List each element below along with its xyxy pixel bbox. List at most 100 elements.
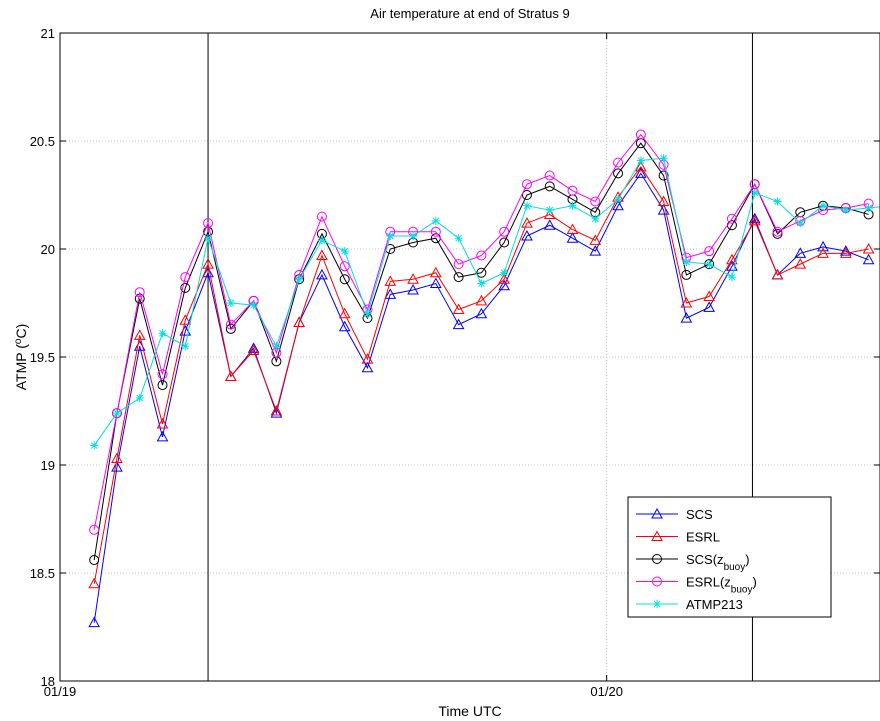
series-4-point-32: [819, 201, 828, 210]
series-1-point-16: [452, 303, 465, 314]
series-0-point-32: [817, 240, 829, 252]
series-1-point-29: [748, 214, 761, 226]
series-0-point-5: [202, 266, 214, 278]
series-0-point-27: [703, 301, 716, 312]
series-3-point-3: [157, 369, 168, 380]
legend-marker-4: [653, 600, 661, 608]
series-0-point-22: [589, 245, 602, 256]
series-4-point-34: [864, 203, 873, 212]
y-tick-label-4: 20: [41, 242, 55, 257]
series-1-point-15: [429, 266, 442, 278]
series-0-point-14: [407, 284, 419, 295]
series-3-point-23: [613, 157, 624, 168]
series-0-point-10: [316, 268, 328, 280]
legend-label-0: SCS: [686, 507, 713, 522]
series-3-point-2: [134, 287, 145, 298]
series-0-point-12: [361, 361, 374, 373]
series-1-point-27: [703, 290, 716, 302]
series-1: [88, 160, 875, 589]
series-0-point-19: [521, 230, 533, 241]
legend-marker-0: [651, 507, 663, 519]
series-3-point-28: [726, 213, 737, 224]
series-1-point-32: [817, 247, 829, 258]
series-3-point-1: [111, 408, 122, 419]
series-4-point-12: [363, 309, 372, 318]
series-1-point-20: [543, 208, 556, 219]
axes-frame: [59, 32, 880, 682]
series-3-point-19: [521, 179, 532, 190]
series-0-point-25: [657, 204, 670, 215]
y-tick-label-3: 19.5: [30, 350, 55, 365]
series-4-point-18: [500, 268, 509, 277]
series-2-point-26: [681, 269, 692, 280]
series-3-point-30: [772, 226, 783, 237]
series-1-point-1: [111, 452, 123, 464]
series-0-point-3: [156, 430, 169, 442]
y-tick-label-1: 18.5: [30, 566, 55, 581]
legend-label-1: ESRL: [686, 530, 720, 545]
legend-label-sub-2: buoy: [724, 562, 746, 573]
series-4-point-11: [340, 247, 349, 256]
series-2-point-11: [339, 274, 350, 285]
legend-label-main-4: ATMP213: [686, 597, 743, 612]
series-4-point-25: [659, 154, 668, 163]
x-tick-label-0: 01/19: [44, 684, 77, 699]
legend-marker-2: [652, 554, 662, 564]
series-3-point-17: [476, 250, 487, 261]
series-0-point-0: [88, 616, 101, 628]
y-tick-label-6: 21: [41, 26, 55, 41]
series-1-point-4: [179, 314, 192, 325]
series-3-point-11: [339, 261, 350, 272]
series-1-point-7: [247, 344, 260, 356]
series-4-point-26: [682, 257, 691, 266]
series-4-point-22: [591, 214, 600, 223]
series-1-point-3: [156, 417, 169, 429]
series-0-point-8: [270, 407, 283, 418]
series-4-point-9: [295, 275, 304, 284]
series-4-point-24: [636, 156, 645, 165]
series-4-point-20: [545, 206, 554, 215]
x-tick-label-1: 01/20: [590, 684, 623, 699]
chart-title: Air temperature at end of Stratus 9: [370, 6, 569, 21]
series-1-point-34: [862, 242, 875, 254]
series-3-point-15: [430, 226, 441, 237]
legend-label-main-2: SCS(z: [686, 552, 724, 567]
legend-label-main-0: SCS: [686, 507, 713, 522]
y-axis-label: ATMP (oC): [13, 324, 30, 391]
y-tick-label-0: 18: [41, 674, 55, 689]
series-0-point-33: [839, 245, 852, 256]
series-4-point-16: [454, 234, 463, 243]
series-3-point-5: [203, 218, 214, 229]
series-2-point-20: [544, 181, 555, 192]
series-2-point-17: [476, 267, 487, 278]
series-2-point-23: [613, 168, 624, 179]
legend-label-close-3: ): [752, 575, 756, 590]
series-3-point-10: [316, 211, 327, 222]
series-1-point-26: [680, 296, 693, 308]
series-3-point-0: [89, 524, 100, 535]
series-line-2: [93, 142, 869, 561]
series-1-point-0: [88, 577, 101, 589]
series-4-point-7: [249, 301, 258, 310]
series-1-point-33: [839, 247, 852, 258]
series-3-point-24: [635, 129, 646, 140]
series-1-point-30: [771, 268, 784, 280]
series-line-3: [93, 133, 869, 530]
series-4-point-5: [204, 234, 213, 243]
y-tick-label-2: 19: [41, 458, 55, 473]
series-2-point-3: [157, 380, 168, 391]
series-0-point-26: [680, 312, 693, 323]
series-4-point-2: [135, 394, 144, 403]
series-0-point-15: [429, 277, 442, 289]
legend-label-sub-3: buoy: [731, 584, 753, 595]
series-2-point-13: [385, 244, 396, 254]
series-2-point-19: [521, 190, 532, 200]
series-1-point-18: [498, 273, 511, 284]
series-0-point-18: [498, 279, 511, 291]
series-0-point-17: [475, 307, 488, 319]
series-3-point-21: [567, 185, 578, 196]
series-4-point-8: [272, 342, 281, 351]
series-2-point-16: [453, 272, 464, 283]
series-4-point-15: [431, 216, 440, 225]
